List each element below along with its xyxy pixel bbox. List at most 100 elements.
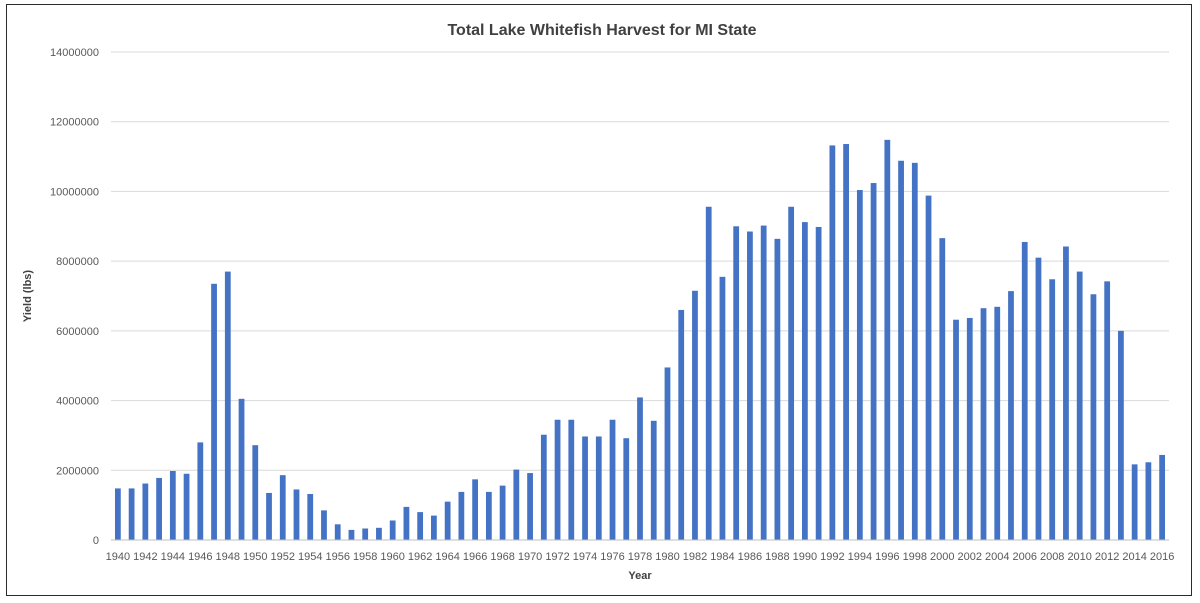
x-tick-label: 1990	[793, 551, 817, 563]
bar-1965	[458, 491, 465, 540]
bar-1985	[733, 226, 740, 541]
x-tick-label: 1968	[490, 551, 514, 563]
x-tick-label: 1960	[380, 551, 404, 563]
bar-1974	[582, 436, 588, 540]
x-tick-label: 1952	[271, 551, 295, 563]
bar-1988	[774, 238, 781, 540]
bar-2008	[1049, 279, 1056, 540]
x-tick-label: 2002	[958, 551, 982, 563]
x-tick-label: 1942	[133, 551, 157, 563]
x-axis-title: Year	[628, 570, 652, 582]
y-tick-label: 14000000	[50, 47, 99, 59]
x-tick-label: 1996	[875, 551, 899, 563]
x-tick-label: 2016	[1150, 551, 1174, 563]
bar-2011	[1090, 294, 1097, 540]
x-tick-label: 1948	[216, 551, 240, 563]
bar-1973	[568, 419, 575, 540]
y-tick-label: 10000000	[50, 186, 99, 198]
bar-1992	[829, 145, 836, 540]
bar-2005	[1008, 291, 1014, 540]
y-tick-label: 2000000	[56, 465, 99, 477]
bar-1969	[513, 469, 520, 540]
chart-frame: Total Lake Whitefish Harvest for MI Stat…	[6, 4, 1192, 596]
bar-2016	[1159, 454, 1166, 540]
x-tick-label: 1962	[408, 551, 432, 563]
bar-1977	[623, 438, 630, 540]
x-tick-label: 1958	[353, 551, 377, 563]
bar-1997	[898, 160, 904, 541]
bar-1945	[183, 473, 190, 540]
y-tick-label: 6000000	[56, 326, 99, 338]
bar-1986	[747, 231, 753, 540]
bar-1995	[870, 183, 877, 540]
x-tick-label: 1982	[683, 551, 707, 563]
bar-1960	[389, 520, 396, 540]
x-tick-label: 1946	[188, 551, 212, 563]
bar-1981	[678, 309, 685, 540]
x-tick-label: 1974	[573, 551, 597, 563]
x-tick-label: 1966	[463, 551, 487, 563]
x-tick-label: 1956	[325, 551, 349, 563]
x-tick-label: 1986	[738, 551, 762, 563]
bar-2001	[953, 319, 959, 540]
x-tick-label: 1976	[600, 551, 624, 563]
bar-1993	[843, 144, 849, 540]
bar-1979	[650, 420, 657, 540]
bar-1982	[692, 290, 698, 540]
bar-1996	[884, 139, 891, 540]
bar-1958	[362, 528, 369, 540]
x-axis-tick-labels: 1940 1942 1944 1946 1948 1950 1952 1954 1956 1958…	[106, 551, 1175, 563]
bar-2004	[994, 306, 1001, 540]
bar-1989	[788, 206, 795, 540]
y-axis-title: Yield (lbs)	[22, 270, 34, 322]
gridlines	[111, 51, 1169, 471]
x-tick-label: 1950	[243, 551, 267, 563]
bar-1962	[417, 512, 424, 540]
bar-1944	[169, 470, 176, 540]
bar-1951	[266, 492, 272, 540]
bar-2015	[1145, 462, 1152, 540]
x-tick-label: 2010	[1067, 551, 1091, 563]
bar-1994	[856, 190, 863, 540]
x-tick-label: 1972	[545, 551, 569, 563]
y-tick-label: 8000000	[56, 256, 99, 268]
x-tick-label: 1988	[765, 551, 789, 563]
x-tick-label: 1978	[628, 551, 652, 563]
bar-1943	[156, 477, 162, 540]
bar-1980	[664, 367, 671, 540]
bar-1956	[334, 524, 341, 540]
bar-2012	[1104, 281, 1111, 540]
bar-1952	[279, 475, 286, 540]
bar-1957	[348, 529, 355, 540]
x-tick-label: 2012	[1095, 551, 1119, 563]
y-axis-tick-labels: 0 2000000 4000000 6000000 8000000 10000000 120…	[50, 47, 99, 547]
bar-1990	[801, 222, 808, 541]
bar-1955	[321, 510, 327, 540]
bar-1975	[595, 436, 602, 540]
x-tick-label: 1964	[435, 551, 459, 563]
bar-1964	[444, 501, 451, 540]
bar-1961	[403, 506, 410, 540]
bar-2006	[1021, 241, 1028, 540]
bar-2007	[1035, 257, 1042, 540]
bar-1970	[527, 473, 533, 540]
bar-2000	[939, 238, 946, 540]
x-tick-label: 1992	[820, 551, 844, 563]
bar-2010	[1076, 271, 1083, 540]
bar-2013	[1118, 330, 1124, 540]
bar-1941	[128, 488, 135, 540]
bar-1947	[211, 283, 217, 540]
x-tick-label: 1954	[298, 551, 322, 563]
bar-1963	[431, 515, 437, 540]
x-tick-label: 1940	[106, 551, 130, 563]
bar-2009	[1063, 246, 1069, 540]
y-tick-label: 12000000	[50, 117, 99, 129]
bar-1954	[307, 493, 314, 540]
bar-1978	[637, 397, 643, 540]
bar-1940	[114, 488, 121, 540]
bar-2014	[1131, 464, 1138, 540]
x-tick-label: 2006	[1012, 551, 1036, 563]
bar-1998	[911, 162, 918, 541]
bar-1953	[293, 489, 300, 540]
bar-1959	[376, 527, 382, 540]
